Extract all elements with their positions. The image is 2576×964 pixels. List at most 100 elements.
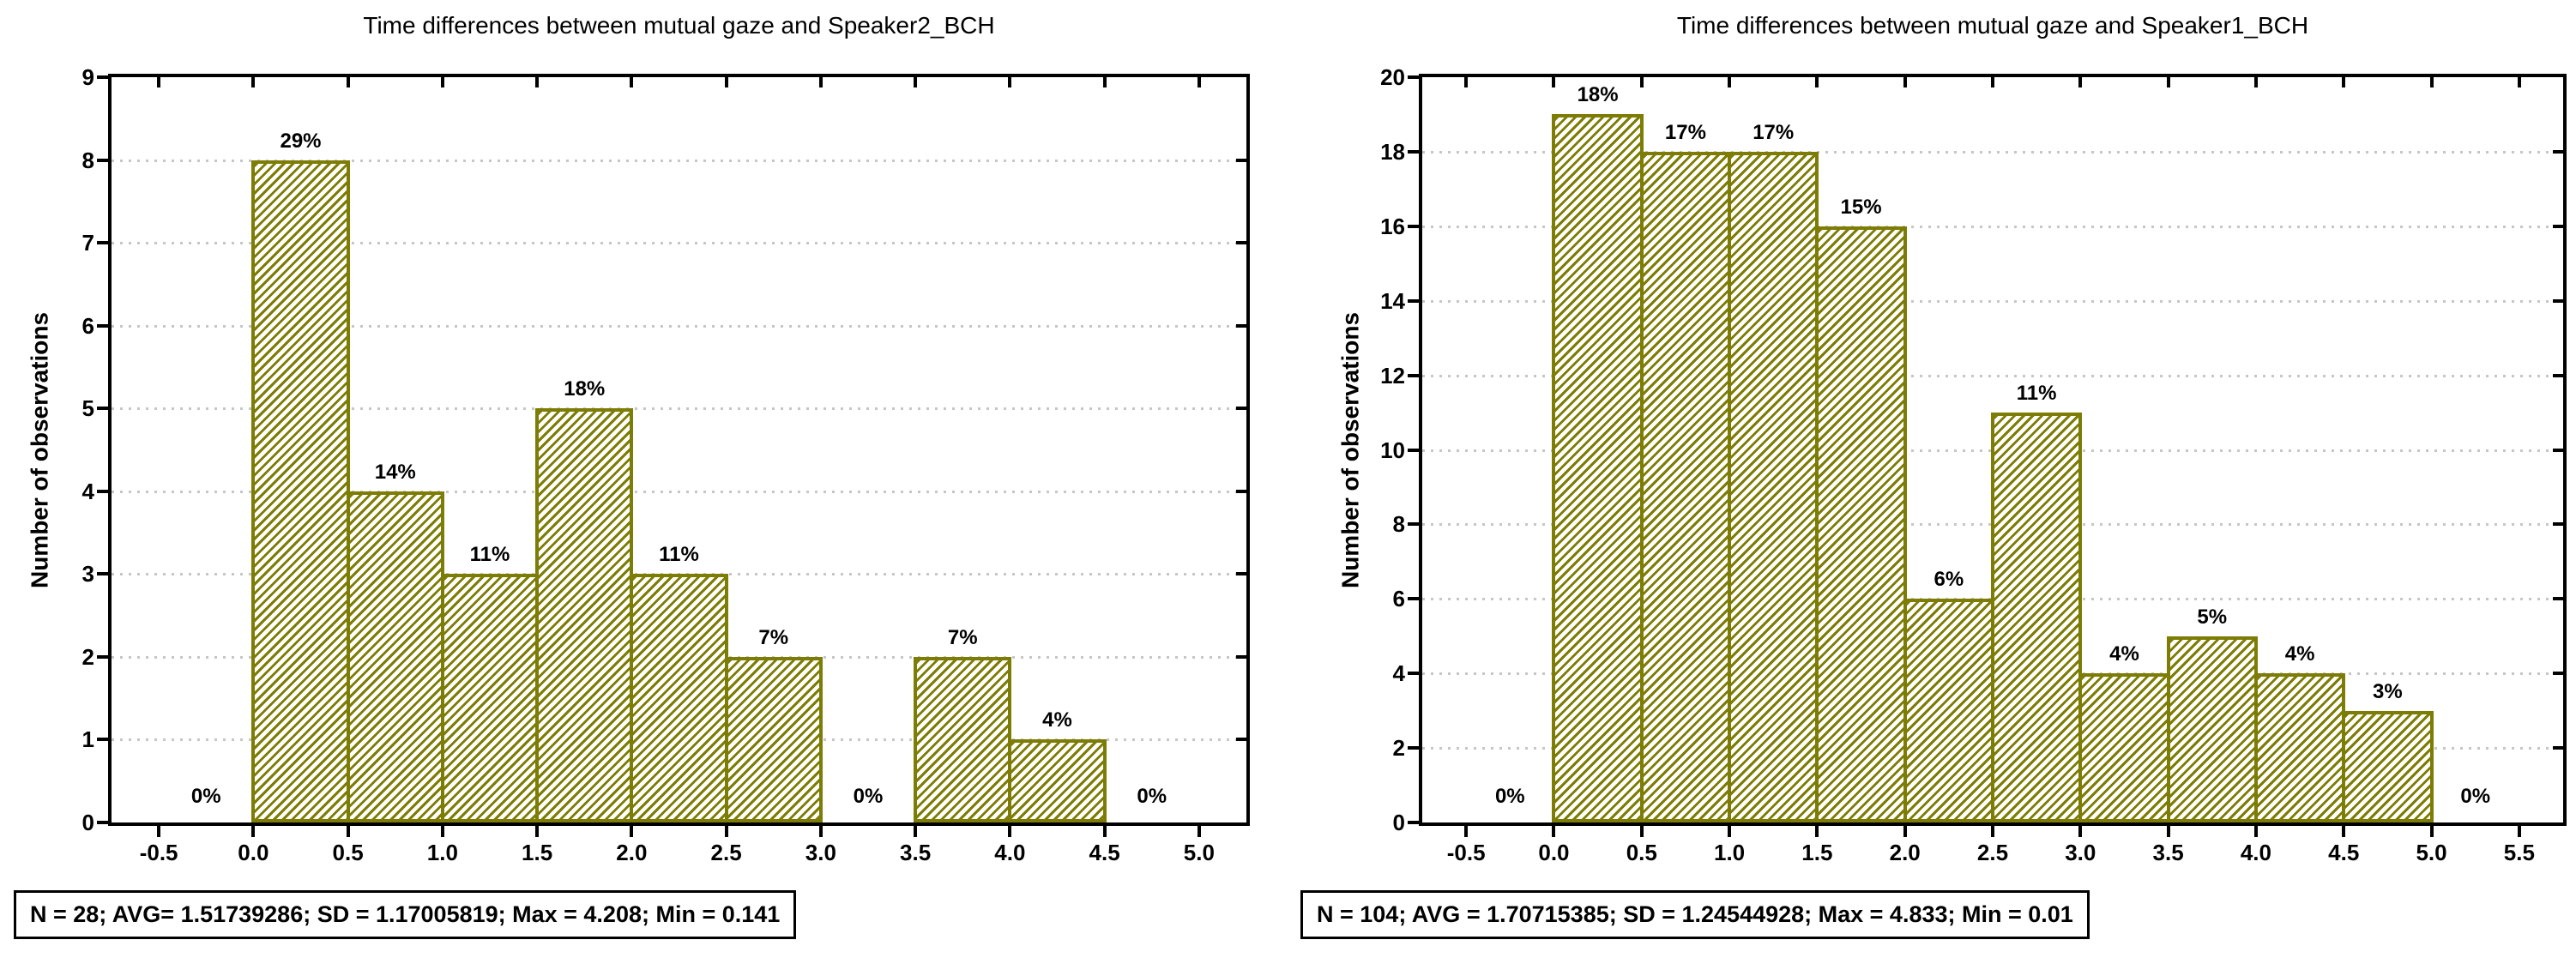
y-axis-tick xyxy=(1408,672,1419,676)
histogram-bar xyxy=(914,656,1012,822)
bar-percent-label: 5% xyxy=(2197,605,2228,629)
bar-percent-label: 0% xyxy=(2460,785,2491,808)
y-axis-right-tick xyxy=(1236,654,1246,659)
x-axis-tick xyxy=(1552,826,1556,837)
y-axis-title: Number of observations xyxy=(26,311,52,588)
x-tick-label: 2.5 xyxy=(710,840,742,865)
y-axis-tick xyxy=(97,489,108,493)
x-axis-tick xyxy=(440,826,444,837)
gridline xyxy=(1422,225,2563,228)
y-tick-label: 3 xyxy=(81,561,94,587)
x-axis-tick xyxy=(1464,826,1469,837)
y-tick-label: 6 xyxy=(81,312,94,339)
x-axis-tick xyxy=(251,826,256,837)
x-axis-top-tick xyxy=(1815,77,1819,87)
stats-footer: N = 28; AVG= 1.51739286; SD = 1.17005819… xyxy=(14,890,797,939)
x-tick-label: 3.0 xyxy=(2065,840,2096,865)
y-axis-tick xyxy=(97,323,108,328)
bar-percent-label: 11% xyxy=(2016,382,2057,406)
bar-percent-label: 0% xyxy=(853,785,884,808)
x-axis-tick xyxy=(346,826,350,837)
x-axis-top-tick xyxy=(818,77,823,87)
bar-percent-label: 4% xyxy=(1042,708,1072,732)
x-axis-tick xyxy=(2342,826,2346,837)
x-axis-tick xyxy=(2517,826,2521,837)
y-tick-label: 8 xyxy=(81,147,94,173)
x-axis-top-tick xyxy=(2166,77,2170,87)
y-axis-tick xyxy=(1408,522,1419,527)
chart-title: Time differences between mutual gaze and… xyxy=(363,12,995,39)
x-axis-tick xyxy=(1008,826,1012,837)
bar-percent-label: 0% xyxy=(190,785,221,808)
y-tick-label: 5 xyxy=(81,395,94,422)
gridline xyxy=(112,242,1246,245)
x-axis-top-tick xyxy=(1903,77,1907,87)
x-axis-tick xyxy=(1991,826,1994,837)
bar-percent-label: 0% xyxy=(1137,785,1167,808)
y-axis-tick xyxy=(97,407,108,411)
y-tick-label: 2 xyxy=(1392,735,1405,762)
bar-percent-label: 17% xyxy=(1753,120,1795,144)
gridline xyxy=(112,490,1246,493)
y-axis-tick xyxy=(97,572,108,576)
x-axis-top-tick xyxy=(1552,77,1556,87)
x-tick-label: -0.5 xyxy=(1446,840,1486,865)
x-axis-top-tick xyxy=(1102,77,1107,87)
gridline xyxy=(112,324,1246,328)
y-axis-right-tick xyxy=(1236,323,1246,328)
x-tick-label: 1.5 xyxy=(1801,840,1833,865)
bar-percent-label: 14% xyxy=(374,460,416,484)
y-axis-right-tick xyxy=(2553,298,2563,303)
x-axis-tick xyxy=(630,826,634,837)
y-axis-tick xyxy=(1408,821,1419,824)
x-axis-tick xyxy=(2166,826,2170,837)
y-tick-label: 1 xyxy=(81,726,94,753)
y-tick-label: 6 xyxy=(1392,586,1405,612)
x-axis-top-tick xyxy=(2342,77,2346,87)
x-axis-tick xyxy=(157,826,161,837)
histogram-bar xyxy=(630,574,728,822)
y-axis-tick xyxy=(97,821,108,824)
y-axis-tick xyxy=(1408,224,1419,228)
x-axis-top-tick xyxy=(1639,77,1644,87)
x-tick-label: -0.5 xyxy=(139,840,178,865)
x-tick-label: 0.5 xyxy=(332,840,364,865)
y-axis-tick xyxy=(1408,373,1419,377)
x-axis-top-tick xyxy=(724,77,728,87)
bar-percent-label: 4% xyxy=(2284,642,2315,666)
x-tick-label: 4.0 xyxy=(2240,840,2271,865)
y-axis-right-tick xyxy=(2553,373,2563,377)
x-axis-top-tick xyxy=(1197,77,1201,87)
bar-percent-label: 6% xyxy=(1934,568,1964,592)
y-tick-label: 16 xyxy=(1380,213,1405,239)
x-tick-label: 0.0 xyxy=(1538,840,1570,865)
bar-percent-label: 7% xyxy=(758,625,789,649)
y-axis-right-tick xyxy=(2553,746,2563,750)
bar-percent-label: 11% xyxy=(659,543,699,567)
gridline xyxy=(1422,299,2563,303)
histogram-bar xyxy=(346,491,444,822)
histogram-bar xyxy=(1991,413,2083,822)
x-axis-tick xyxy=(1815,826,1819,837)
y-axis-right-tick xyxy=(1236,572,1246,576)
y-tick-label: 8 xyxy=(1392,511,1405,538)
x-axis-top-tick xyxy=(535,77,540,87)
x-axis-top-tick xyxy=(2253,77,2258,87)
histogram-panel-speaker1-bch: Time differences between mutual gaze and… xyxy=(1287,0,2576,964)
x-tick-label: 0.0 xyxy=(238,840,269,865)
x-tick-label: 3.5 xyxy=(900,840,932,865)
y-axis-tick xyxy=(1408,298,1419,303)
y-tick-label: 14 xyxy=(1380,287,1405,314)
x-tick-label: 1.5 xyxy=(522,840,553,865)
x-axis-tick xyxy=(1728,826,1732,837)
histogram-bar xyxy=(1008,739,1107,822)
plot-area xyxy=(1419,74,2567,826)
gridline xyxy=(112,407,1246,411)
y-axis-tick xyxy=(1408,448,1419,452)
y-axis-right-tick xyxy=(2553,224,2563,228)
histogram-bar xyxy=(1815,226,1907,822)
bar-percent-label: 7% xyxy=(947,625,978,649)
chart-title: Time differences between mutual gaze and… xyxy=(1676,12,2309,39)
x-axis-top-tick xyxy=(346,77,350,87)
